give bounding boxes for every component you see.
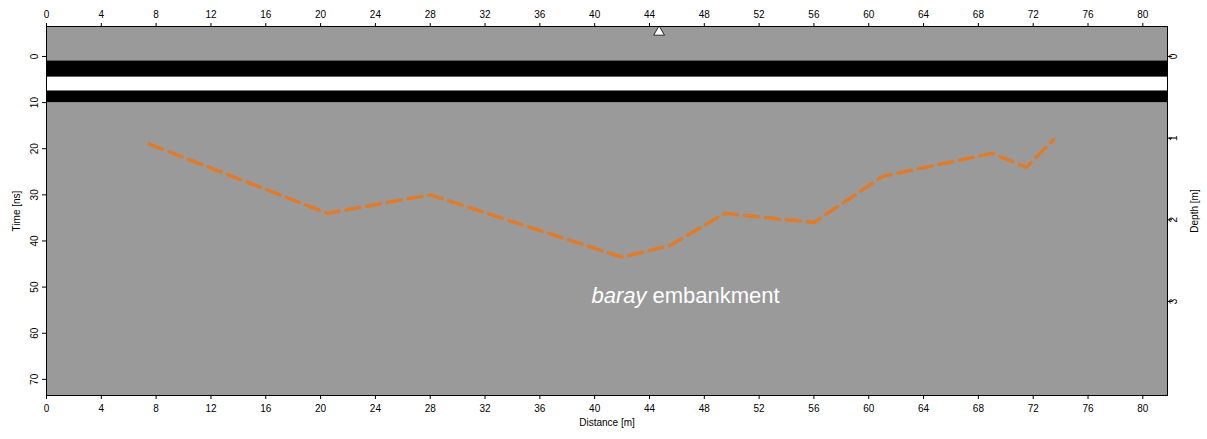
svg-text:30: 30: [29, 189, 40, 201]
svg-text:32: 32: [479, 403, 491, 414]
svg-text:72: 72: [1028, 403, 1040, 414]
svg-text:70: 70: [29, 373, 40, 385]
svg-text:52: 52: [754, 9, 766, 20]
svg-text:8: 8: [153, 9, 159, 20]
svg-text:Depth [m]: Depth [m]: [1189, 189, 1200, 233]
svg-text:48: 48: [699, 403, 711, 414]
svg-text:52: 52: [754, 403, 766, 414]
svg-text:40: 40: [29, 235, 40, 247]
svg-text:4: 4: [99, 9, 105, 20]
svg-text:4: 4: [99, 403, 105, 414]
svg-text:36: 36: [534, 403, 546, 414]
svg-text:72: 72: [1028, 9, 1040, 20]
svg-text:1: 1: [1168, 135, 1179, 141]
svg-text:20: 20: [29, 143, 40, 155]
svg-text:3: 3: [1168, 298, 1179, 304]
svg-text:24: 24: [370, 9, 382, 20]
svg-text:embankment: embankment: [652, 283, 779, 308]
svg-text:56: 56: [808, 403, 820, 414]
svg-text:60: 60: [29, 327, 40, 339]
svg-text:28: 28: [425, 403, 437, 414]
svg-text:76: 76: [1082, 403, 1094, 414]
svg-text:68: 68: [973, 403, 985, 414]
svg-text:44: 44: [644, 9, 656, 20]
svg-text:40: 40: [589, 403, 601, 414]
svg-text:0: 0: [44, 9, 50, 20]
svg-text:20: 20: [315, 9, 327, 20]
svg-text:50: 50: [29, 281, 40, 293]
svg-text:80: 80: [1137, 403, 1149, 414]
svg-text:60: 60: [863, 403, 875, 414]
svg-text:60: 60: [863, 9, 875, 20]
svg-text:Time [ns]: Time [ns]: [11, 190, 22, 231]
svg-text:baray: baray: [591, 283, 648, 308]
svg-text:48: 48: [699, 9, 711, 20]
svg-text:36: 36: [534, 9, 546, 20]
svg-text:44: 44: [644, 403, 656, 414]
svg-text:Distance [m]: Distance [m]: [579, 417, 635, 428]
svg-text:0: 0: [1168, 53, 1179, 59]
svg-text:64: 64: [918, 403, 930, 414]
svg-text:28: 28: [425, 9, 437, 20]
svg-text:76: 76: [1082, 9, 1094, 20]
svg-text:20: 20: [315, 403, 327, 414]
svg-text:24: 24: [370, 403, 382, 414]
svg-text:32: 32: [479, 9, 491, 20]
svg-text:80: 80: [1137, 9, 1149, 20]
svg-text:68: 68: [973, 9, 985, 20]
svg-text:10: 10: [29, 97, 40, 109]
svg-text:40: 40: [589, 9, 601, 20]
svg-text:2: 2: [1168, 217, 1179, 223]
svg-text:16: 16: [260, 9, 272, 20]
svg-text:56: 56: [808, 9, 820, 20]
svg-text:0: 0: [29, 53, 40, 59]
svg-text:12: 12: [205, 403, 217, 414]
svg-text:12: 12: [205, 9, 217, 20]
svg-text:64: 64: [918, 9, 930, 20]
svg-text:16: 16: [260, 403, 272, 414]
svg-text:8: 8: [153, 403, 159, 414]
svg-text:0: 0: [44, 403, 50, 414]
